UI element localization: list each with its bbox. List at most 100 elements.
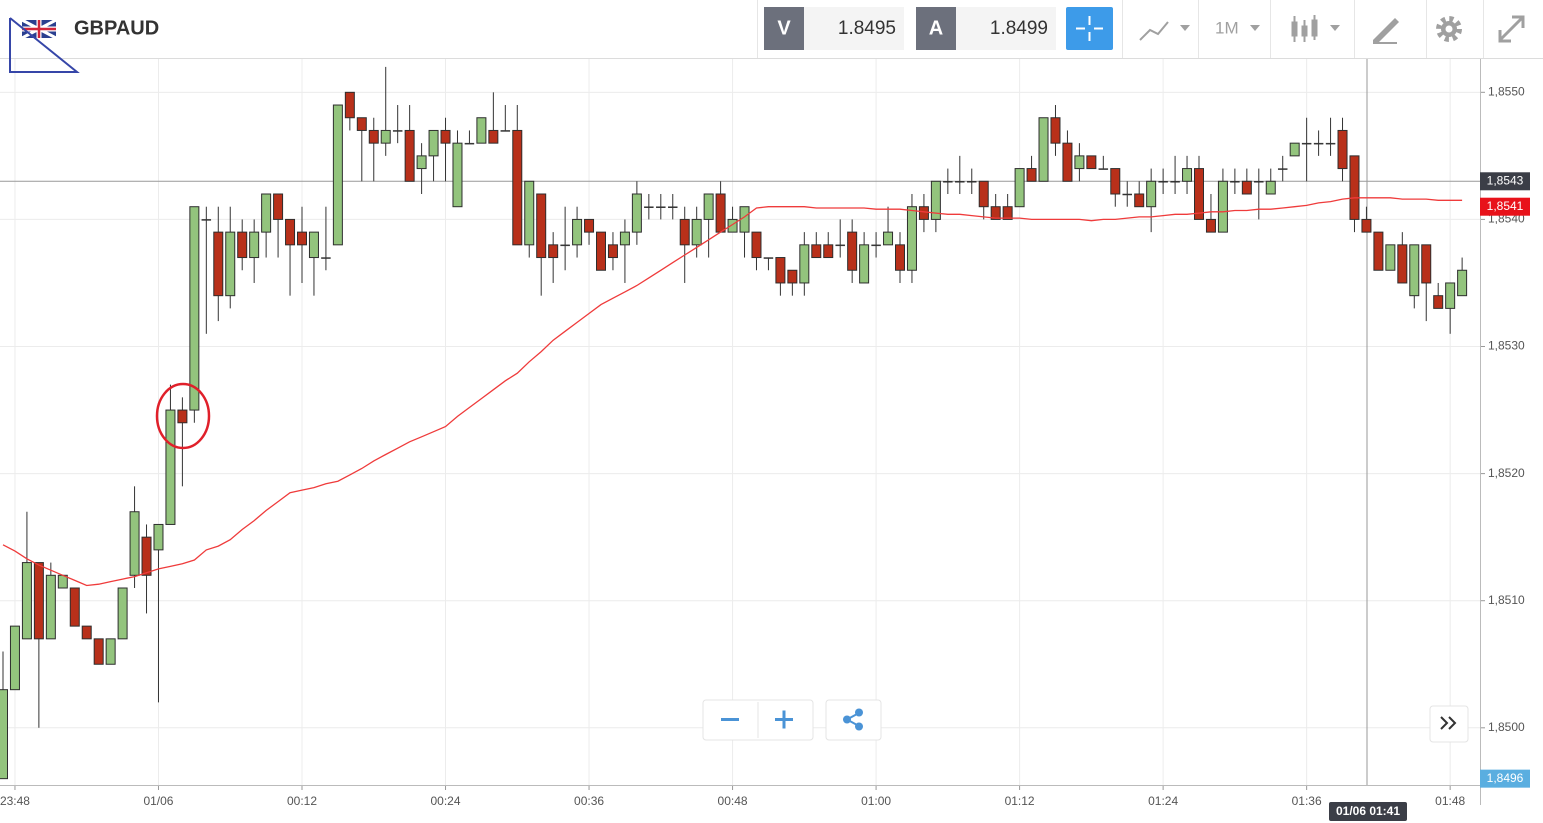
candle-body <box>512 129 523 246</box>
candle-body <box>1205 218 1216 233</box>
candle-body <box>1170 181 1180 183</box>
x-tick-label: 00:24 <box>431 794 461 808</box>
candle-body <box>1158 181 1168 183</box>
candle-body <box>990 206 1001 220</box>
candle-body <box>1026 168 1037 182</box>
candle-body <box>1313 142 1324 145</box>
candle-body <box>1230 181 1240 183</box>
candle-body <box>428 129 439 157</box>
zoom-in[interactable] <box>775 710 793 729</box>
x-tick-label: 00:48 <box>718 794 748 808</box>
candle-body <box>165 409 176 525</box>
candle-body <box>1254 181 1264 183</box>
candle-body <box>368 129 379 144</box>
candle-body <box>261 193 272 233</box>
candle-body <box>0 689 8 780</box>
drawing-tool-button[interactable] <box>1373 18 1399 44</box>
bid-button[interactable] <box>764 7 804 50</box>
candle-body <box>488 129 499 144</box>
candle-body <box>81 625 92 640</box>
y-tick-label: 1,8520 <box>1488 466 1525 480</box>
candle-body <box>883 231 894 246</box>
time-label: 01/06 01:41 <box>1336 804 1400 818</box>
candle-body <box>679 218 690 246</box>
candle-body <box>811 244 822 259</box>
ask-box <box>956 7 1056 50</box>
chart-type-button[interactable] <box>1139 21 1190 41</box>
candle-body <box>895 244 905 271</box>
ask-label: A <box>929 17 943 39</box>
candle-body <box>69 587 80 627</box>
candle-body <box>225 231 236 297</box>
price-label: 1,8543 <box>1487 173 1524 187</box>
price-label-box <box>1480 197 1530 216</box>
candle-body <box>189 206 200 411</box>
candle-body <box>1421 244 1432 284</box>
candle-body <box>356 117 367 131</box>
timeframe[interactable]: 1M <box>1215 18 1239 37</box>
candle-body <box>751 231 762 259</box>
candle-body <box>476 117 487 144</box>
candle-body <box>967 181 977 183</box>
share-button[interactable] <box>825 699 882 741</box>
zoom-out[interactable] <box>721 718 739 721</box>
x-tick-label: 01:36 <box>1292 794 1322 808</box>
candle-body <box>1241 180 1252 195</box>
candle-body <box>715 193 726 233</box>
candle-body <box>1337 129 1348 170</box>
fullscreen-button[interactable] <box>1498 15 1525 43</box>
ask-price: 1.8499 <box>990 18 1048 39</box>
y-tick-label: 1,8550 <box>1488 84 1525 98</box>
crosshair-button[interactable] <box>1066 7 1113 50</box>
candle-body <box>918 206 929 220</box>
candle-style-button[interactable] <box>1291 15 1340 42</box>
scroll-end-button[interactable] <box>1429 705 1469 743</box>
candle-body <box>1194 168 1204 220</box>
candle-body <box>799 244 810 284</box>
settings-button[interactable] <box>1436 16 1462 42</box>
bid-box <box>804 7 904 50</box>
ask-button[interactable] <box>916 7 956 50</box>
candle-body <box>1146 180 1157 208</box>
candle-body <box>332 104 343 246</box>
y-tick-label: 1,8500 <box>1488 720 1525 734</box>
candle-body <box>631 193 642 233</box>
y-tick-label: 1,8510 <box>1488 593 1525 607</box>
candle-body <box>1182 168 1193 182</box>
price-label: 1,8496 <box>1487 771 1524 785</box>
candle-body <box>237 231 248 259</box>
candle-body <box>1457 269 1468 297</box>
candle-body <box>285 218 296 246</box>
bid-label: V <box>777 17 791 39</box>
price-label-box <box>1480 172 1530 191</box>
candle-body <box>548 244 559 259</box>
candle-body <box>823 244 834 259</box>
candle-body <box>524 180 535 246</box>
x-tick-label: 01:48 <box>1435 794 1465 808</box>
candle-body <box>1325 142 1336 145</box>
candle-body <box>1217 180 1228 233</box>
candle-body <box>1086 155 1097 170</box>
candle-body <box>644 206 654 208</box>
candle-body <box>1038 117 1049 182</box>
candle-body <box>668 206 678 208</box>
candle-body <box>703 193 714 220</box>
candle-body <box>1409 244 1420 297</box>
candle-body <box>1289 142 1300 157</box>
candle-body <box>129 511 140 576</box>
candle-body <box>835 244 845 247</box>
x-tick-label: 01:00 <box>861 794 891 808</box>
candle-body <box>775 257 786 284</box>
price-label-box <box>1480 769 1530 788</box>
x-tick-label: 00:12 <box>287 794 317 808</box>
candle-body <box>619 231 630 246</box>
candle-body <box>464 142 475 145</box>
candle-body <box>117 587 128 640</box>
candle-body <box>1265 180 1276 195</box>
candle-body <box>153 523 164 551</box>
candle-body <box>906 206 917 271</box>
x-tick-label: 01:24 <box>1148 794 1178 808</box>
candle-body <box>308 231 319 259</box>
